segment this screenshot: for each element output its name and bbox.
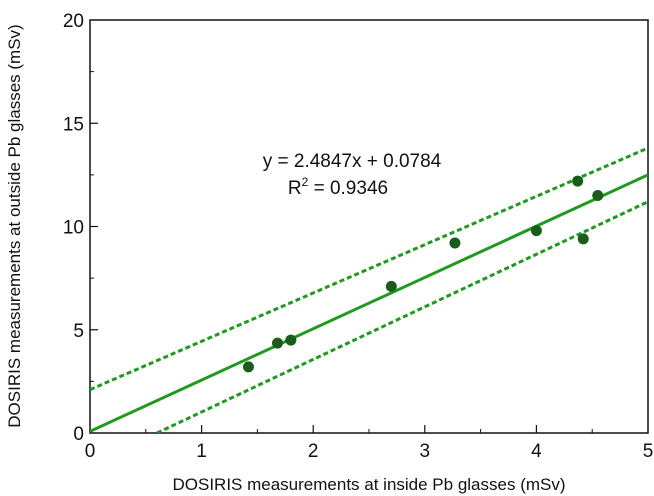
data-point [449,237,461,249]
x-tick-label: 0 [85,441,96,462]
y-tick-label: 0 [73,424,84,445]
data-point [572,175,584,187]
data-point [285,334,297,346]
regression-line [90,173,648,433]
x-tick-label: 3 [420,441,431,462]
r-squared-label: R2 = 0.9346 [288,175,388,199]
data-point [577,233,589,245]
data-point [530,225,542,237]
data-point [271,337,283,349]
x-tick-label: 5 [643,441,654,462]
x-axis-title: DOSIRIS measurements at inside Pb glasse… [172,475,565,494]
y-tick-label: 5 [73,321,84,342]
data-points [242,175,604,373]
data-point [385,280,397,292]
y-axis-title: DOSIRIS measurements at outside Pb glass… [5,24,24,427]
confidence-band-upper [90,146,648,392]
fit-line-group [90,173,648,433]
confidence-band [90,146,648,433]
y-tick-label: 15 [63,114,84,135]
y-tick-label: 10 [63,218,84,239]
confidence-band-lower [156,200,648,433]
r-squared-prefix: R [288,178,302,199]
data-point [242,361,254,373]
fit-equation: y = 2.4847x + 0.0784 [263,151,442,172]
data-point [592,190,604,202]
y-tick-label: 20 [63,11,84,32]
x-tick-label: 4 [531,441,542,462]
plot-frame [89,19,649,434]
r-squared-value: = 0.9346 [308,178,388,199]
x-tick-label: 1 [196,441,207,462]
x-tick-label: 2 [308,441,319,462]
axis-ticks: 0 1 2 3 4 5 0 5 10 15 20 [63,11,653,462]
r-squared-superscript: 2 [302,175,309,189]
